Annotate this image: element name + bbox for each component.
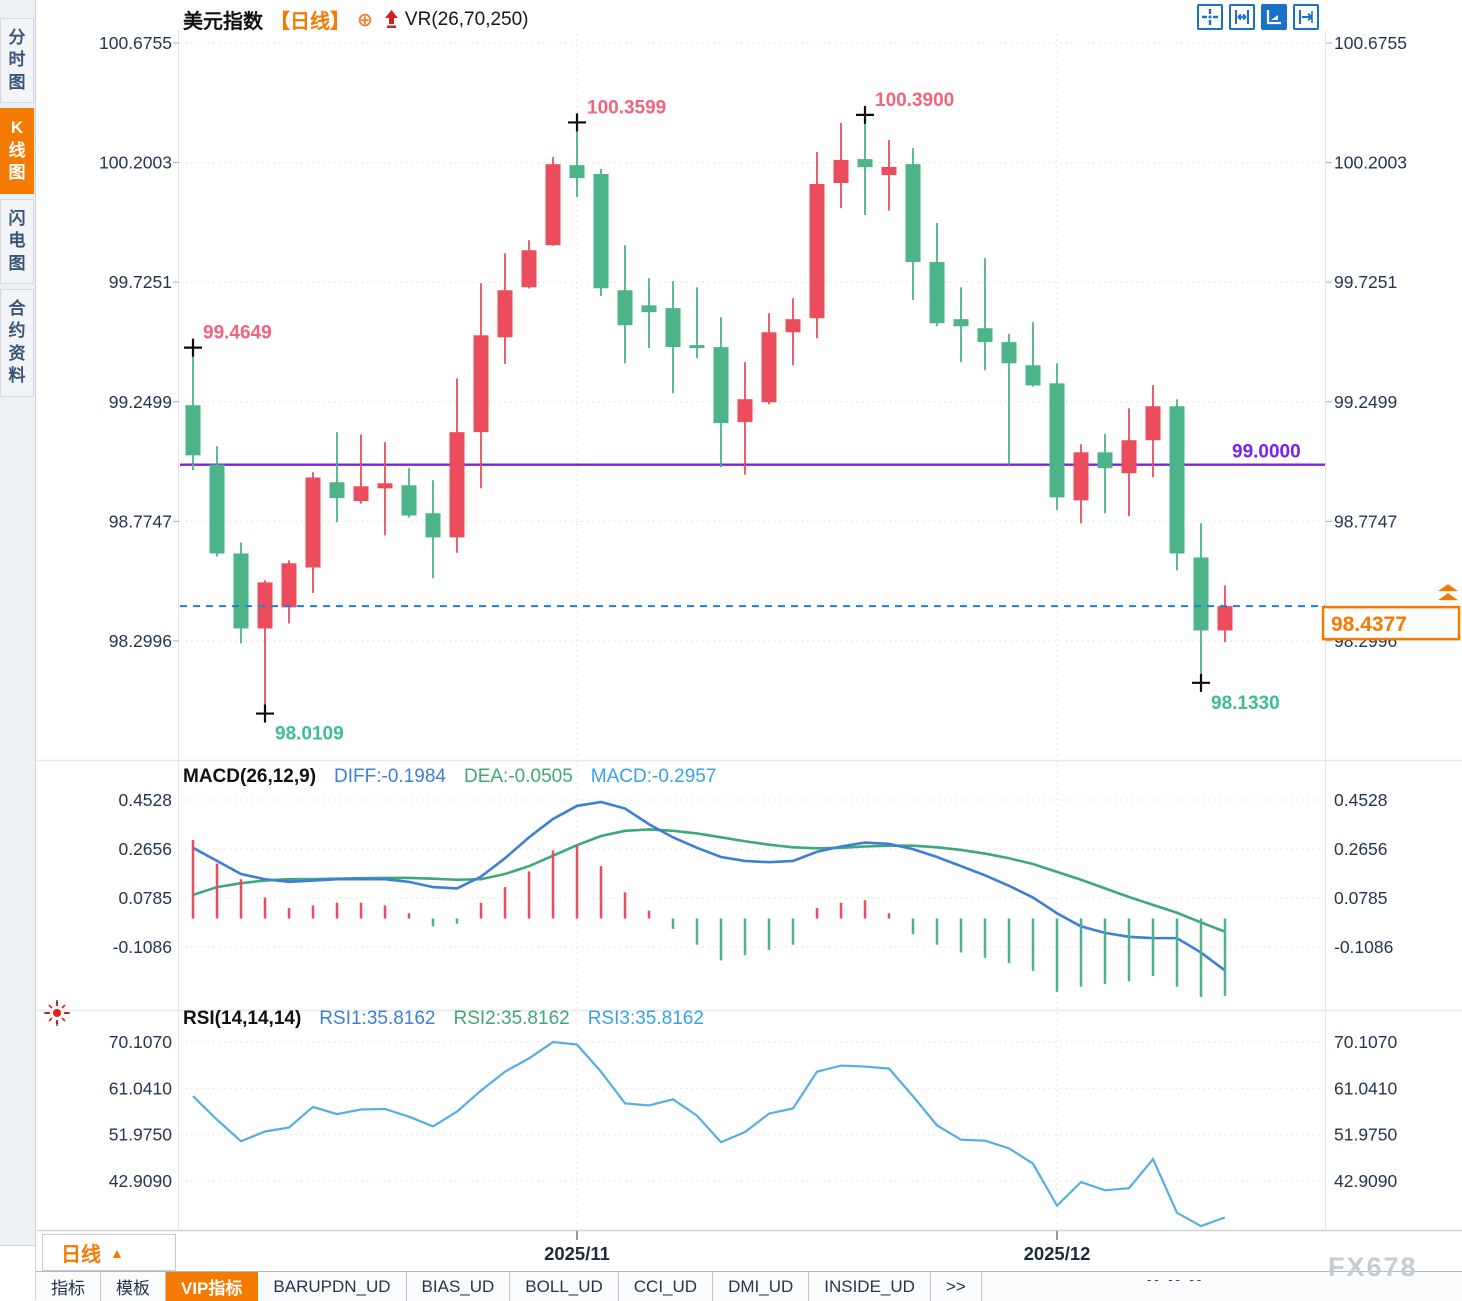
tab-boll_ud[interactable]: BOLL_UD — [510, 1272, 619, 1301]
svg-text:99.2499: 99.2499 — [1334, 392, 1397, 412]
macd-title: MACD(26,12,9) — [183, 766, 317, 787]
svg-text:0.4528: 0.4528 — [1334, 790, 1388, 810]
rsi-title: RSI(14,14,14) — [183, 1008, 302, 1029]
svg-text:98.7747: 98.7747 — [109, 511, 172, 531]
price-annotations: 99.4649 100.3599 100.3900 98.0109 98.1330 — [184, 90, 1280, 745]
tab-[interactable]: >> — [930, 1272, 982, 1301]
last-price-tag: 98.4377 — [1321, 584, 1461, 641]
svg-text:42.9090: 42.9090 — [109, 1171, 173, 1191]
svg-text:51.9750: 51.9750 — [1334, 1125, 1398, 1145]
tab-[interactable]: 指标 — [36, 1272, 101, 1301]
svg-text:0.2656: 0.2656 — [118, 839, 172, 859]
sidebar-item-0[interactable]: 分时图 — [0, 18, 34, 104]
macd-macd-value: MACD:-0.2957 — [590, 766, 717, 787]
svg-text:0.0785: 0.0785 — [118, 888, 172, 908]
rsi-line — [192, 1040, 1226, 1228]
svg-text:100.3599: 100.3599 — [587, 97, 666, 118]
svg-text:99.7251: 99.7251 — [109, 272, 172, 292]
svg-text:-0.1086: -0.1086 — [113, 937, 172, 957]
candlestick-series — [185, 114, 1233, 714]
tab-cci_ud[interactable]: CCI_UD — [618, 1272, 714, 1301]
period-selector-label: 日线 — [61, 1244, 101, 1266]
svg-text:-0.1086: -0.1086 — [1334, 937, 1393, 957]
svg-text:70.1070: 70.1070 — [1334, 1032, 1398, 1052]
svg-text:98.1330: 98.1330 — [1211, 693, 1280, 714]
svg-text:42.9090: 42.9090 — [1334, 1171, 1398, 1191]
rsi1-value: RSI1:35.8162 — [319, 1008, 436, 1029]
axis-scale-icon[interactable] — [1261, 4, 1287, 30]
pan-to-latest-icon[interactable] — [1293, 4, 1319, 30]
macd-diff-value: DIFF:-0.1984 — [334, 766, 446, 787]
dea-line — [192, 828, 1226, 933]
indicator-tab-bar: 指标 模板 VIP指标 BARUPDN_UD BIAS_UD BOLL_UD CCI_UD D… — [36, 1271, 1462, 1301]
svg-text:0.4528: 0.4528 — [118, 790, 172, 810]
axis-range-icon[interactable] — [1229, 4, 1255, 30]
chart-title-row: 美元指数 【日线】 ⊕ VR(26,70,250) — [183, 5, 529, 34]
chart-toolbar — [1197, 4, 1319, 30]
rsi3-value: RSI3:35.8162 — [587, 1008, 704, 1029]
svg-text:2025/12: 2025/12 — [1024, 1243, 1091, 1264]
svg-text:99.4649: 99.4649 — [203, 323, 272, 344]
tab-dmi_ud[interactable]: DMI_UD — [713, 1272, 810, 1301]
axis-marks: -- -- -- — [1147, 1272, 1205, 1287]
svg-text:98.0109: 98.0109 — [275, 724, 344, 745]
svg-text:98.7747: 98.7747 — [1334, 511, 1397, 531]
add-overlay-icon[interactable]: ⊕ — [357, 10, 373, 31]
svg-text:99.7251: 99.7251 — [1334, 272, 1397, 292]
sidebar-item-3[interactable]: 合约资料 — [0, 288, 34, 397]
svg-text:99.2499: 99.2499 — [109, 392, 172, 412]
svg-text:0.2656: 0.2656 — [1334, 839, 1388, 859]
sidebar-item-2[interactable]: 闪电图 — [0, 198, 34, 284]
period-selector[interactable]: 日线 ▲ — [42, 1234, 176, 1271]
svg-text:2025/11: 2025/11 — [544, 1243, 610, 1264]
macd-header: MACD(26,12,9) DIFF:-0.1984 DEA:-0.0505 M… — [183, 766, 716, 788]
support-line-label: 99.0000 — [1232, 442, 1301, 463]
vr-up-arrow-icon — [384, 9, 399, 30]
svg-text:100.6755: 100.6755 — [99, 33, 172, 53]
crosshair-icon[interactable] — [1197, 4, 1223, 30]
period-selector-arrow-icon: ▲ — [110, 1244, 124, 1261]
macd-panel: 0.4528 0.4528 0.2656 0.2656 0.0785 0.0785 -0.1… — [113, 790, 1393, 972]
period-tag[interactable]: 【日线】 — [270, 11, 350, 33]
diff-line — [192, 800, 1226, 972]
tab-vip[interactable]: VIP指标 — [166, 1272, 259, 1301]
symbol-title: 美元指数 — [183, 11, 263, 33]
svg-text:100.2003: 100.2003 — [99, 153, 172, 173]
sidebar-bottom-box — [0, 1245, 35, 1300]
vr-indicator-label: VR(26,70,250) — [404, 8, 529, 30]
tab-[interactable]: 模板 — [101, 1272, 166, 1301]
fx678-watermark: FX678 — [1328, 1252, 1418, 1282]
svg-text:98.4377: 98.4377 — [1331, 613, 1407, 636]
tab-bias_ud[interactable]: BIAS_UD — [406, 1272, 511, 1301]
rsi2-value: RSI2:35.8162 — [453, 1008, 570, 1029]
macd-histogram — [191, 839, 1227, 998]
svg-text:51.9750: 51.9750 — [109, 1125, 173, 1145]
svg-text:100.6755: 100.6755 — [1334, 33, 1407, 53]
svg-text:61.0410: 61.0410 — [109, 1078, 173, 1098]
x-axis: 2025/11 2025/12 — [544, 34, 1090, 1264]
price-panel: 100.6755 100.6755 100.2003 100.2003 99.7251 9… — [99, 33, 1407, 651]
rsi-panel: 70.1070 70.1070 61.0410 61.0410 51.9750 51.97… — [109, 1032, 1398, 1228]
svg-text:100.2003: 100.2003 — [1334, 153, 1407, 173]
svg-text:100.3900: 100.3900 — [875, 90, 954, 111]
tab-inside_ud[interactable]: INSIDE_UD — [809, 1272, 931, 1301]
svg-text:98.2996: 98.2996 — [109, 631, 172, 651]
indicator-settings-icon[interactable] — [44, 1000, 70, 1026]
svg-text:0.0785: 0.0785 — [1334, 888, 1388, 908]
tab-barupdn_ud[interactable]: BARUPDN_UD — [258, 1272, 407, 1301]
macd-dea-value: DEA:-0.0505 — [463, 766, 573, 787]
rsi-header: RSI(14,14,14) RSI1:35.8162 RSI2:35.8162 … — [183, 1008, 704, 1030]
svg-text:61.0410: 61.0410 — [1334, 1078, 1398, 1098]
svg-text:70.1070: 70.1070 — [109, 1032, 173, 1052]
